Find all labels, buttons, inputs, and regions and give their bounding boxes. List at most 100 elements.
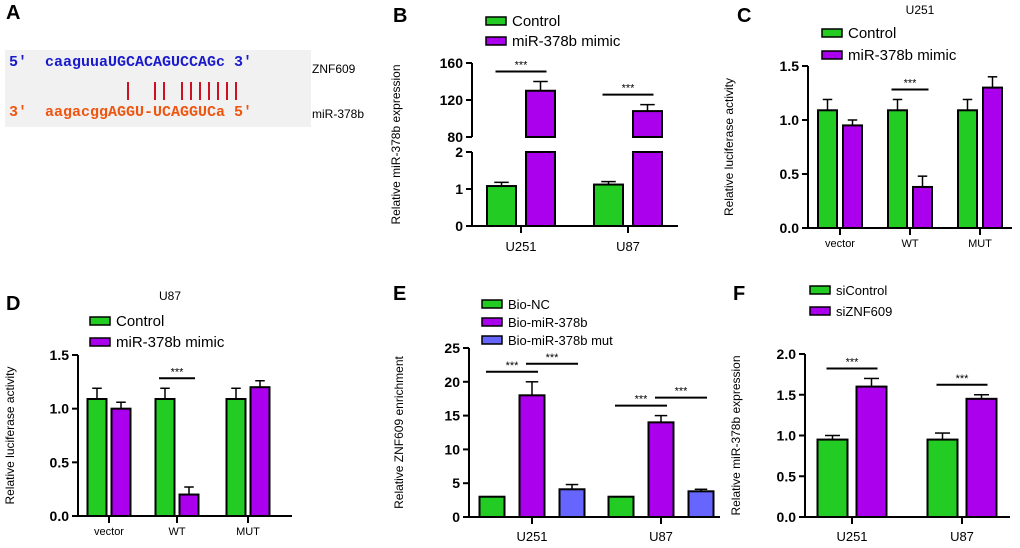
panel-c-label: C [737,5,751,27]
y-tick-label: 0 [455,218,463,234]
y-tick-label: 20 [444,374,460,390]
x-tick-label: WT [901,238,918,250]
y-tick-label: 0.0 [50,508,70,524]
pair-line [208,82,210,100]
x-tick-label: vector [825,238,855,250]
legend-label: miR-378b mimic [116,334,225,351]
legend-swatch [89,337,111,347]
legend-label: Bio-miR-378b [508,315,587,330]
panel-b-label: B [393,5,407,27]
y-tick-label: 1.0 [780,112,800,128]
y-tick-label: 15 [444,408,460,424]
legend-swatch [481,335,503,345]
panel-d-label: D [6,293,20,315]
legend-label: siZNF609 [836,304,892,319]
panel-b-ylabel: Relative miR-378b expression [389,64,403,224]
x-tick-label: U87 [950,529,974,544]
legend-swatch [809,285,831,295]
bar [817,109,838,229]
y-tick-label: 1.0 [777,428,797,444]
pair-line [226,82,228,100]
bar [887,109,908,229]
significance-label: *** [904,77,918,89]
panel-a-label: A [6,2,21,24]
y-tick-label: 120 [440,92,464,108]
bar [225,398,247,517]
x-tick-label: vector [94,526,124,538]
panel-e-ylabel: Relative ZNF609 enrichment [392,355,406,508]
y-tick-label: 1.5 [50,347,70,363]
bar [558,488,586,518]
x-tick-label: U251 [505,239,536,254]
y-tick-label: 1 [455,181,463,197]
y-tick-label: 0 [452,509,460,525]
legend-swatch [821,28,843,38]
bar [478,495,506,519]
panel-c-title: U251 [906,3,935,17]
legend-swatch [485,36,507,46]
znf609-label: ZNF609 [312,62,356,76]
mir378b-sequence: 3' aagacggAGGU-UCAGGUCa 5' [9,104,253,121]
bar [525,151,556,227]
y-tick-label: 5 [452,475,460,491]
y-tick-label: 0.5 [50,454,70,470]
pair-line [127,82,129,100]
pair-line [163,82,165,100]
pair-line [181,82,183,100]
y-tick-label: 10 [444,441,460,457]
x-tick-label: WT [168,526,185,538]
legend-swatch [481,317,503,327]
y-tick-label: 0.5 [777,468,797,484]
panel-d-ylabel: Relative luciferase activity [3,366,17,504]
bar [110,407,132,517]
pair-line [217,82,219,100]
panel-f-ylabel: Relative miR-378b expression [729,355,743,515]
legend-label: Control [116,313,164,330]
y-tick-label: 0.5 [780,166,800,182]
bar [86,398,108,517]
significance-label: *** [846,356,860,368]
bar [647,421,675,518]
bar [154,398,176,517]
bar [912,185,933,230]
panel-c-ylabel: Relative luciferase activity [722,78,736,216]
legend-label: Control [848,25,896,42]
bar [816,438,849,519]
legend-label: siControl [836,283,887,298]
bar [249,386,271,518]
significance-label: *** [546,352,560,364]
y-tick-label: 80 [447,129,463,145]
bar [982,86,1003,229]
legend-label: miR-378b mimic [512,33,621,50]
pair-line [154,82,156,100]
y-tick-label: 1.0 [50,401,70,417]
y-tick-label: 1.5 [777,387,797,403]
bar [687,490,715,519]
pair-line [190,82,192,100]
bar [518,394,546,519]
bar [593,183,624,227]
mir378b-label: miR-378b [312,107,365,121]
legend-swatch [89,316,111,326]
significance-label: *** [171,366,185,378]
bar [957,109,978,229]
pair-line [235,82,237,100]
legend-swatch [821,50,843,60]
legend-label: miR-378b mimic [848,47,957,64]
panel-f-label: F [733,283,745,305]
bar [632,151,663,227]
bar [855,385,888,518]
significance-label: *** [515,60,529,72]
bar [926,438,959,519]
legend-label: Bio-NC [508,297,550,312]
znf609-sequence: 5' caaguuaUGCACAGUCCAGc 3' [9,54,253,71]
y-tick-label: 2 [455,144,463,160]
y-tick-label: 2.0 [777,346,797,362]
bar [178,493,200,517]
x-tick-label: MUT [236,526,260,538]
significance-label: *** [506,360,520,372]
significance-label: *** [635,394,649,406]
y-tick-label: 160 [440,55,464,71]
